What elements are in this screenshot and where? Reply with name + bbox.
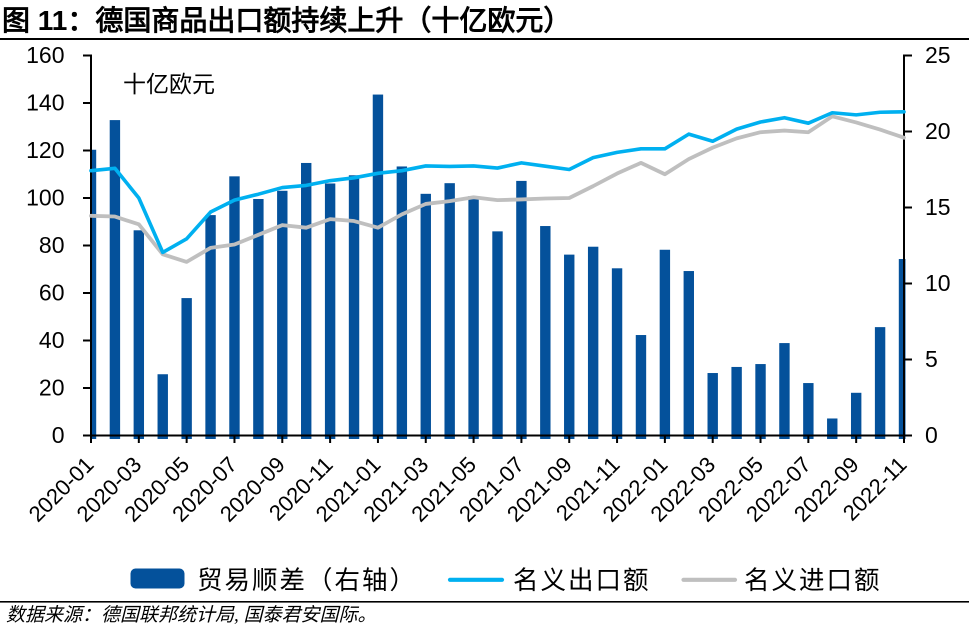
svg-text:名义出口额: 名义出口额 — [513, 567, 651, 595]
svg-text:120: 120 — [26, 137, 64, 163]
svg-text:图 11：德国商品出口额持续上升（十亿欧元）: 图 11：德国商品出口额持续上升（十亿欧元） — [2, 4, 571, 36]
svg-text:80: 80 — [39, 232, 65, 258]
svg-text:140: 140 — [26, 90, 64, 116]
svg-text:5: 5 — [925, 346, 938, 372]
svg-text:十亿欧元: 十亿欧元 — [123, 71, 215, 97]
svg-text:名义进口额: 名义进口额 — [744, 567, 882, 595]
svg-text:10: 10 — [925, 270, 951, 296]
svg-text:20: 20 — [925, 118, 951, 144]
svg-text:0: 0 — [925, 422, 938, 448]
svg-text:0: 0 — [52, 422, 65, 448]
svg-text:160: 160 — [26, 42, 64, 68]
svg-text:15: 15 — [925, 194, 951, 220]
svg-text:25: 25 — [925, 42, 951, 68]
svg-text:数据来源：德国联邦统计局, 国泰君安国际。: 数据来源：德国联邦统计局, 国泰君安国际。 — [6, 604, 377, 626]
svg-text:贸易顺差（右轴）: 贸易顺差（右轴） — [197, 567, 417, 595]
svg-text:20: 20 — [39, 375, 65, 401]
svg-text:100: 100 — [26, 185, 64, 211]
svg-text:40: 40 — [39, 327, 65, 353]
svg-text:60: 60 — [39, 280, 65, 306]
